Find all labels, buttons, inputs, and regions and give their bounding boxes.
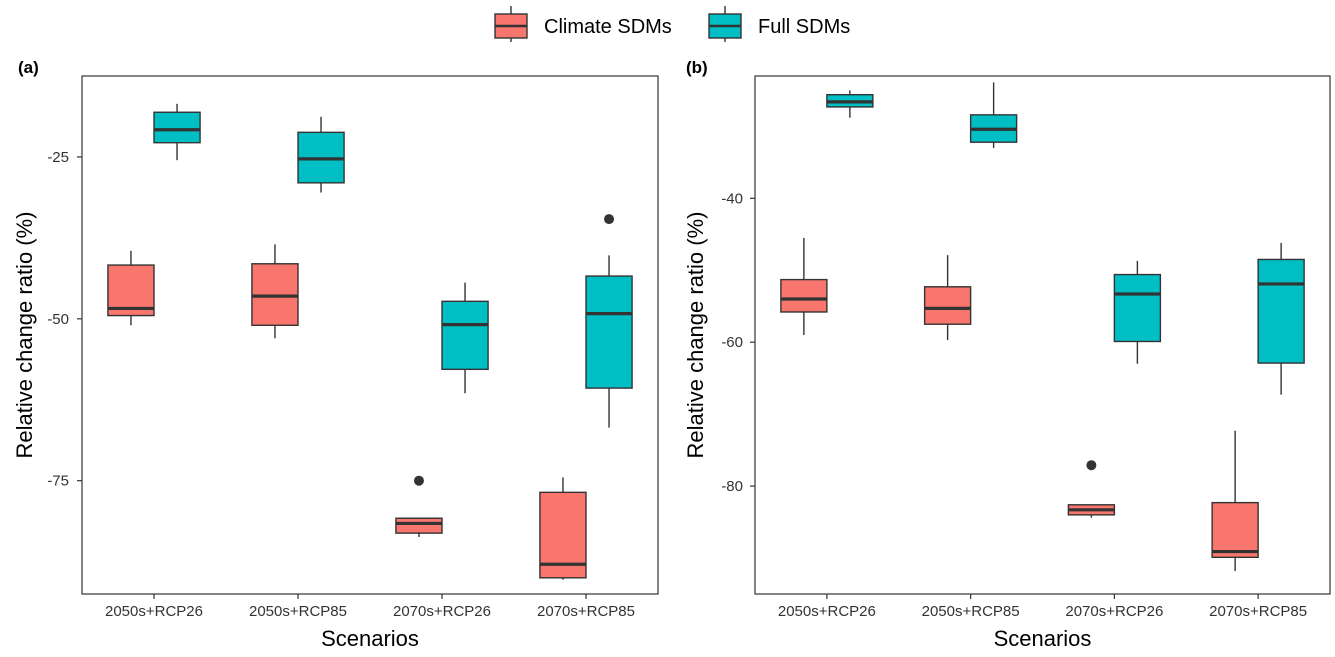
x-tick-label: 2070s+RCP85 — [537, 603, 635, 620]
box-climate-2 — [251, 244, 299, 339]
y-axis-title: Relative change ratio (%) — [12, 211, 37, 458]
plot-frame — [754, 75, 1331, 595]
box-climate-1 — [107, 250, 155, 326]
legend-label: Climate SDMs — [544, 16, 672, 38]
box-body — [395, 517, 443, 534]
box-body — [1257, 258, 1305, 364]
box-climate-4 — [539, 477, 587, 580]
y-tick-label: -50 — [47, 311, 69, 328]
panel-b: (b) -40 -60 -80 2050s+RCP26 2050s+RCP85 2070s+… — [683, 58, 1331, 651]
x-tick-label: 2070s+RCP26 — [393, 603, 491, 620]
box-full-3 — [1113, 260, 1162, 364]
box-climate-3 — [1067, 460, 1116, 518]
box-full-3 — [441, 282, 489, 394]
outlier-point — [1086, 460, 1097, 471]
box-full-1 — [826, 90, 874, 118]
box-body — [585, 275, 633, 389]
panel-label: (a) — [18, 58, 39, 77]
x-tick-label: 2050s+RCP26 — [778, 603, 876, 620]
x-tick-label: 2050s+RCP85 — [922, 603, 1020, 620]
legend-label: Full SDMs — [758, 16, 850, 38]
x-axis-title: Scenarios — [321, 626, 419, 651]
box-body — [153, 111, 201, 144]
outlier-point — [413, 475, 424, 486]
box-body — [251, 263, 299, 326]
outlier-point — [604, 214, 615, 225]
legend: Climate SDMs Full SDMs — [494, 6, 850, 42]
box-body — [1211, 501, 1259, 559]
box-full-4 — [1257, 242, 1305, 395]
box-body — [441, 300, 489, 371]
box-climate-1 — [780, 237, 828, 335]
box-climate-2 — [923, 255, 972, 341]
box-full-2 — [969, 82, 1018, 148]
y-tick-label: -60 — [721, 334, 743, 351]
legend-item: Climate SDMs — [494, 6, 672, 42]
plot-frame — [81, 75, 659, 595]
box-climate-4 — [1211, 430, 1259, 571]
x-tick-label: 2070s+RCP26 — [1065, 603, 1163, 620]
box-body — [923, 286, 972, 325]
x-axis-title: Scenarios — [994, 626, 1092, 651]
box-full-2 — [297, 116, 345, 193]
y-axis-title: Relative change ratio (%) — [683, 211, 708, 458]
box-full-1 — [153, 103, 201, 161]
panel-a: (a) -25 -50 -75 2050s+RCP26 2050s+RCP85 2070s+… — [12, 58, 659, 651]
panel-label: (b) — [686, 58, 708, 77]
y-tick-label: -25 — [47, 149, 69, 166]
x-tick-label: 2050s+RCP26 — [105, 603, 203, 620]
y-tick-label: -80 — [721, 478, 743, 495]
x-tick-label: 2070s+RCP85 — [1209, 603, 1307, 620]
legend-item: Full SDMs — [708, 6, 850, 42]
y-tick-label: -75 — [47, 473, 69, 490]
box-climate-3 — [395, 475, 443, 538]
box-full-4 — [585, 214, 633, 428]
box-body — [780, 278, 828, 313]
panels: (a) -25 -50 -75 2050s+RCP26 2050s+RCP85 2070s+… — [12, 58, 1331, 651]
x-tick-label: 2050s+RCP85 — [249, 603, 347, 620]
box-body — [1113, 273, 1162, 343]
y-tick-label: -40 — [721, 190, 743, 207]
